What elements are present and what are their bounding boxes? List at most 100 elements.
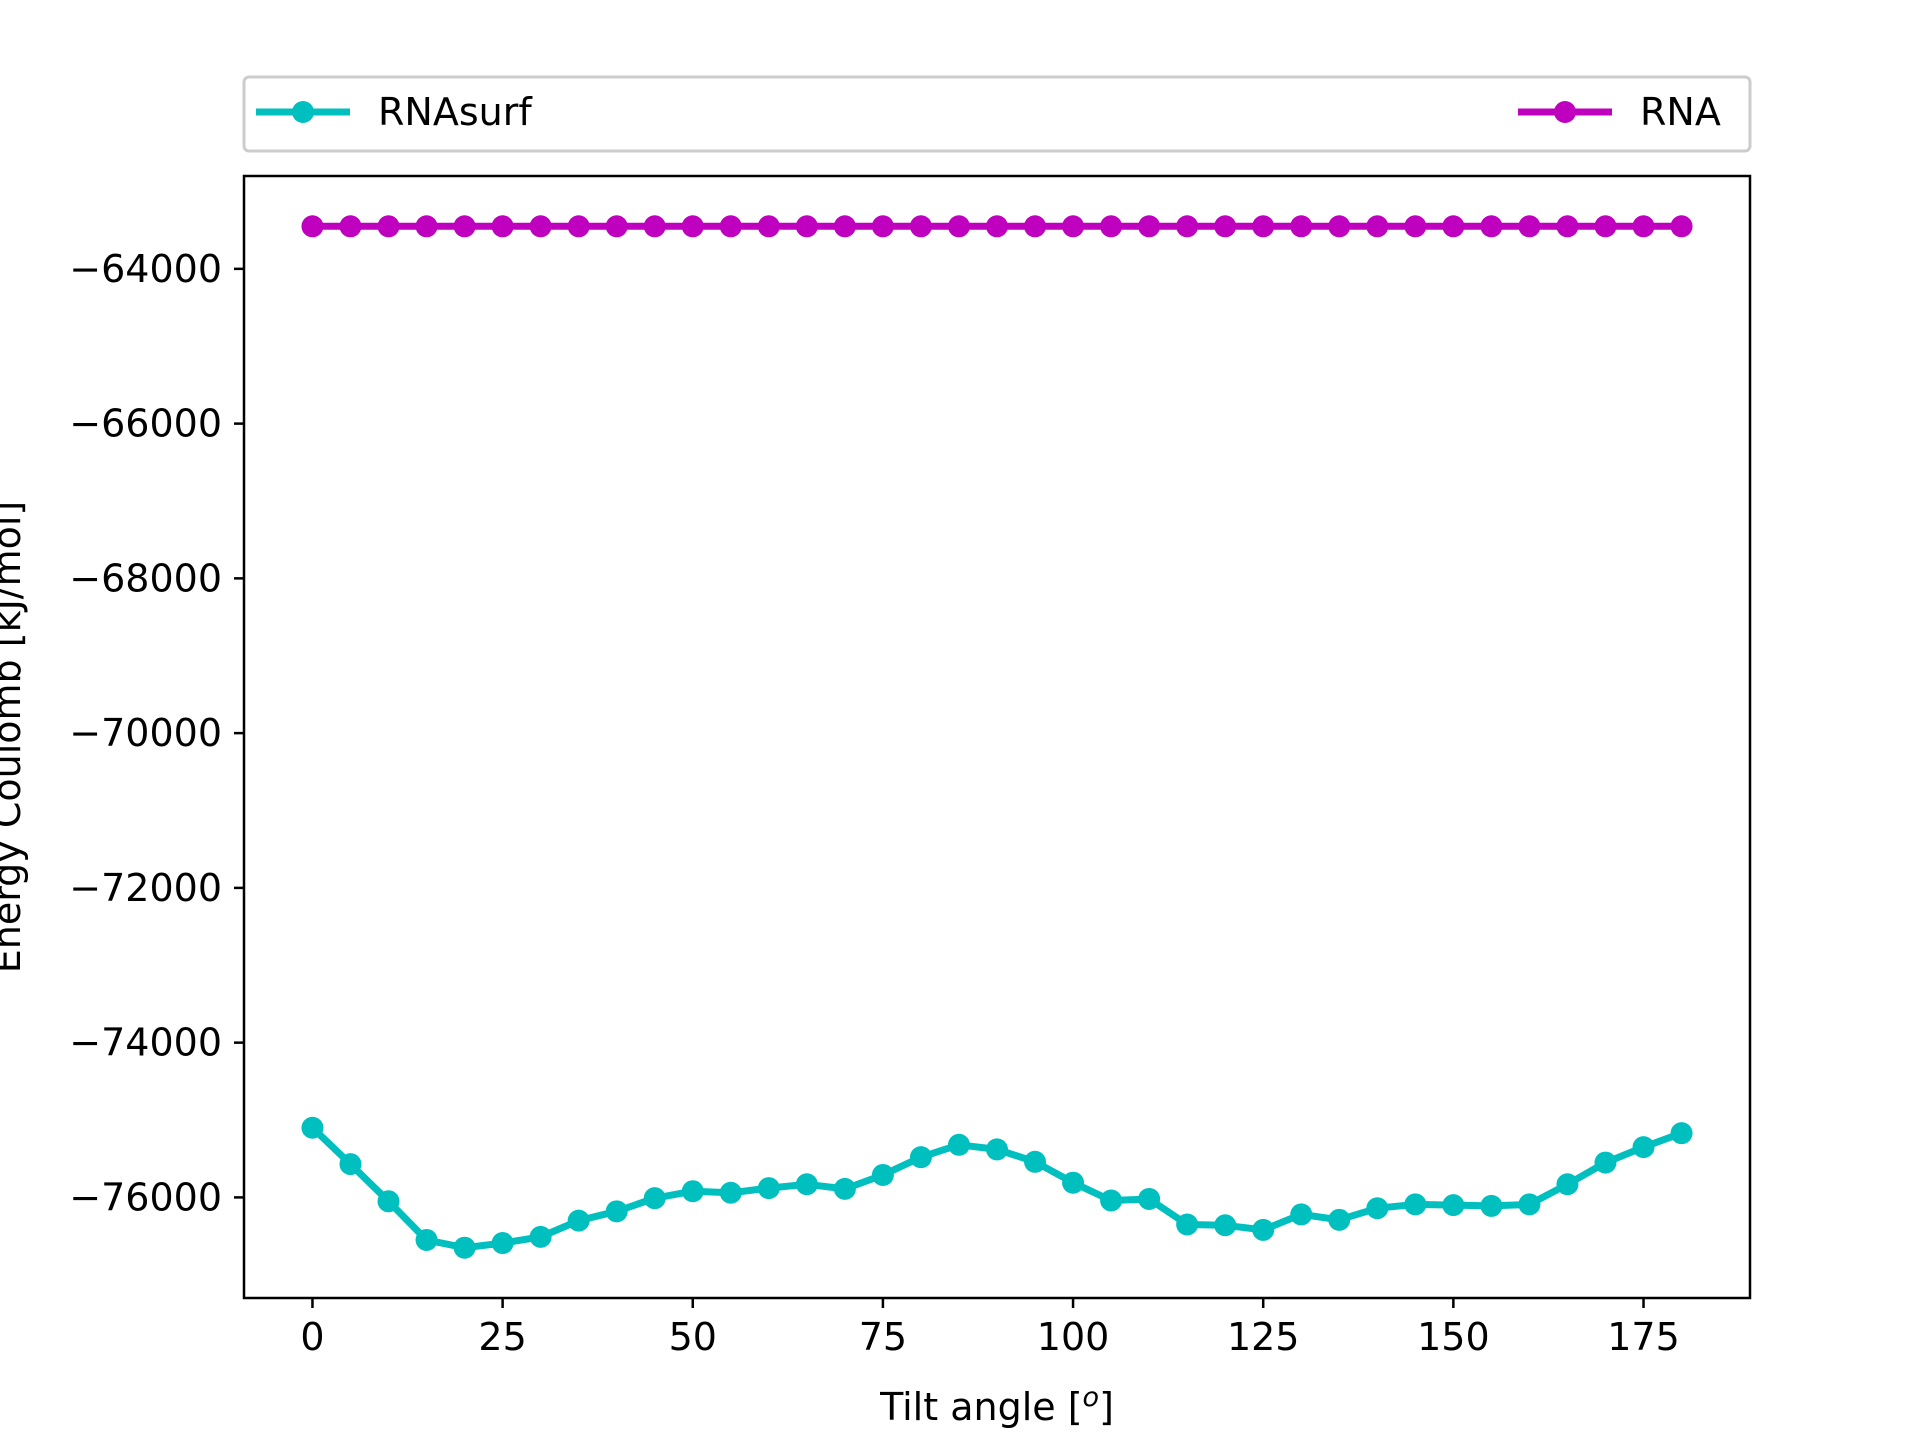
y-tick-label: −70000 <box>69 711 222 755</box>
data-point-rna <box>1176 215 1199 238</box>
data-point-rna <box>719 215 742 238</box>
x-tick-label: 0 <box>300 1315 324 1359</box>
x-tick-label: 125 <box>1227 1315 1300 1359</box>
data-point-rnasurf <box>1062 1171 1085 1194</box>
data-point-rnasurf <box>643 1187 666 1210</box>
data-point-rnasurf <box>1176 1213 1199 1236</box>
data-point-rna <box>339 215 362 238</box>
data-point-rna <box>795 215 818 238</box>
data-point-rna <box>415 215 438 238</box>
x-axis-label: Tilt angle [o] <box>879 1382 1114 1429</box>
data-point-rna <box>1518 215 1541 238</box>
data-point-rnasurf <box>605 1200 628 1223</box>
data-point-rna <box>1442 215 1465 238</box>
data-point-rnasurf <box>301 1116 324 1139</box>
data-point-rnasurf <box>1594 1151 1617 1174</box>
legend-marker-rnasurf <box>292 101 314 123</box>
y-tick-label: −66000 <box>69 402 222 446</box>
data-point-rna <box>947 215 970 238</box>
data-point-rna <box>567 215 590 238</box>
data-point-rnasurf <box>415 1228 438 1251</box>
data-point-rna <box>1290 215 1313 238</box>
data-point-rna <box>681 215 704 238</box>
data-point-rnasurf <box>1366 1197 1389 1220</box>
data-point-rnasurf <box>453 1236 476 1259</box>
data-point-rnasurf <box>1138 1187 1161 1210</box>
x-tick-label: 100 <box>1037 1315 1110 1359</box>
data-point-rnasurf <box>1328 1208 1351 1231</box>
data-point-rnasurf <box>681 1180 704 1203</box>
data-point-rna <box>1632 215 1655 238</box>
data-point-rnasurf <box>1252 1218 1275 1241</box>
data-point-rna <box>1328 215 1351 238</box>
data-point-rnasurf <box>1024 1150 1047 1173</box>
data-point-rnasurf <box>1404 1193 1427 1216</box>
x-tick-label: 150 <box>1417 1315 1490 1359</box>
data-point-rna <box>1062 215 1085 238</box>
data-point-rna <box>1556 215 1579 238</box>
legend-label-rna: RNA <box>1640 90 1721 134</box>
data-point-rna <box>1404 215 1427 238</box>
data-point-rnasurf <box>1290 1203 1313 1226</box>
y-tick-label: −74000 <box>69 1021 222 1065</box>
data-point-rna <box>871 215 894 238</box>
data-point-rnasurf <box>567 1209 590 1232</box>
data-point-rna <box>1670 215 1693 238</box>
y-tick-label: −68000 <box>69 556 222 600</box>
data-point-rnasurf <box>986 1138 1008 1161</box>
x-tick-label: 75 <box>859 1315 907 1359</box>
legend-entry-rnasurf: RNAsurf <box>256 90 533 134</box>
data-point-rna <box>986 215 1008 238</box>
data-point-rnasurf <box>871 1163 894 1186</box>
legend-label-rnasurf: RNAsurf <box>378 90 533 134</box>
y-tick-label: −76000 <box>69 1175 222 1219</box>
data-point-rnasurf <box>719 1181 742 1204</box>
data-point-rnasurf <box>1214 1214 1237 1237</box>
x-tick-label: 50 <box>669 1315 717 1359</box>
data-point-rnasurf <box>833 1177 856 1200</box>
data-point-rna <box>643 215 666 238</box>
y-tick-label: −64000 <box>69 247 222 291</box>
data-point-rna <box>491 215 514 238</box>
data-point-rna <box>529 215 552 238</box>
data-point-rna <box>1214 215 1237 238</box>
data-point-rnasurf <box>1480 1194 1503 1217</box>
data-point-rna <box>1366 215 1389 238</box>
y-tick-label: −72000 <box>69 866 222 910</box>
data-point-rna <box>1024 215 1047 238</box>
data-point-rnasurf <box>377 1190 400 1213</box>
plot-frame <box>242 174 1752 1300</box>
data-point-rnasurf <box>947 1133 970 1156</box>
data-point-rnasurf <box>1556 1173 1579 1196</box>
data-point-rna <box>1252 215 1275 238</box>
data-point-rnasurf <box>1670 1122 1693 1145</box>
data-point-rna <box>757 215 780 238</box>
data-point-rnasurf <box>795 1173 818 1196</box>
data-point-rnasurf <box>1100 1189 1123 1212</box>
legend-frame <box>242 75 1752 153</box>
data-point-rna <box>301 215 324 238</box>
data-point-rna <box>909 215 932 238</box>
data-point-rna <box>1100 215 1123 238</box>
data-point-rnasurf <box>1632 1136 1655 1159</box>
data-point-rnasurf <box>339 1153 362 1176</box>
data-point-rna <box>1594 215 1617 238</box>
data-point-rnasurf <box>529 1225 552 1248</box>
data-point-rna <box>377 215 400 238</box>
data-point-rnasurf <box>1518 1193 1541 1216</box>
data-point-rna <box>1480 215 1503 238</box>
data-point-rnasurf <box>1442 1194 1465 1217</box>
data-point-rnasurf <box>909 1146 932 1169</box>
series-layer <box>301 215 1693 1259</box>
data-point-rnasurf <box>491 1232 514 1255</box>
data-point-rnasurf <box>757 1177 780 1200</box>
legend: RNAsurf RNA <box>242 75 1752 153</box>
legend-entry-rna: RNA <box>1518 90 1721 134</box>
data-point-rna <box>453 215 476 238</box>
x-tick-label: 175 <box>1607 1315 1680 1359</box>
data-point-rna <box>605 215 628 238</box>
axis-ticks: 0 25 50 75 100 125 150 175 −64000 −66000 −68000 −70… <box>69 247 1680 1359</box>
data-point-rna <box>833 215 856 238</box>
data-point-rna <box>1138 215 1161 238</box>
